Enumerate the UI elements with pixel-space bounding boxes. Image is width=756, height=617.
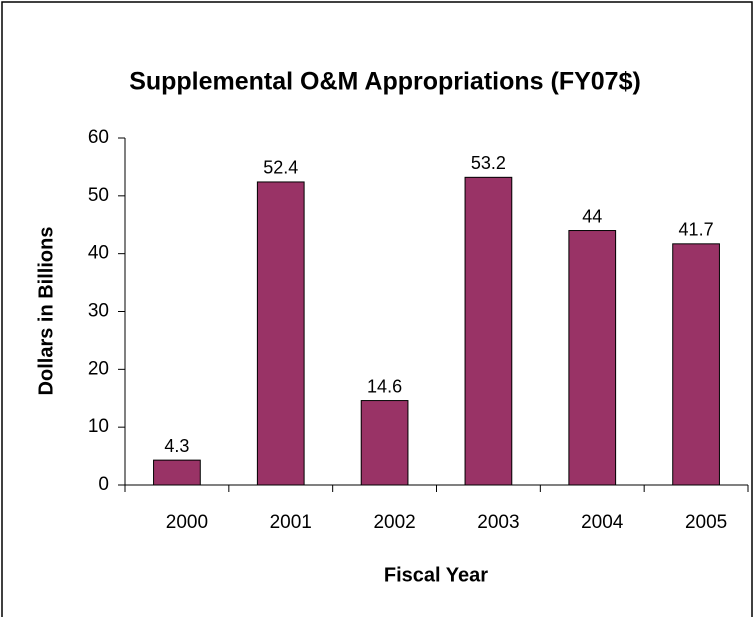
y-tick-label: 0	[98, 474, 109, 495]
bar	[256, 181, 305, 486]
data-label: 52.4	[263, 158, 298, 178]
y-tick-label: 50	[88, 185, 109, 206]
x-tick-label: 2004	[581, 512, 624, 533]
data-label: 4.3	[164, 436, 189, 456]
x-tick-label: 2005	[685, 512, 727, 533]
data-label: 44	[582, 206, 602, 226]
x-tick-label: 2002	[373, 512, 415, 533]
y-tick-label: 40	[88, 243, 109, 264]
data-label: 14.6	[367, 376, 402, 396]
bar	[568, 230, 617, 486]
bar	[153, 459, 201, 486]
x-tick-label: 2000	[166, 512, 208, 533]
x-tick-label: 2003	[477, 512, 519, 533]
chart-title: Supplemental O&M Appropriations (FY07$)	[129, 68, 641, 96]
data-label: 53.2	[471, 153, 506, 173]
y-axis-label: Dollars in Billions	[35, 227, 57, 396]
bar	[360, 400, 409, 486]
y-tick-label: 30	[88, 301, 109, 322]
y-tick-label: 10	[88, 416, 109, 437]
y-tick-label: 20	[88, 358, 109, 379]
data-label: 41.7	[679, 220, 714, 240]
x-axis-label: Fiscal Year	[384, 564, 488, 586]
x-tick-label: 2001	[270, 512, 312, 533]
bar	[464, 176, 513, 486]
y-tick-label: 60	[88, 127, 109, 148]
bar	[672, 243, 720, 486]
